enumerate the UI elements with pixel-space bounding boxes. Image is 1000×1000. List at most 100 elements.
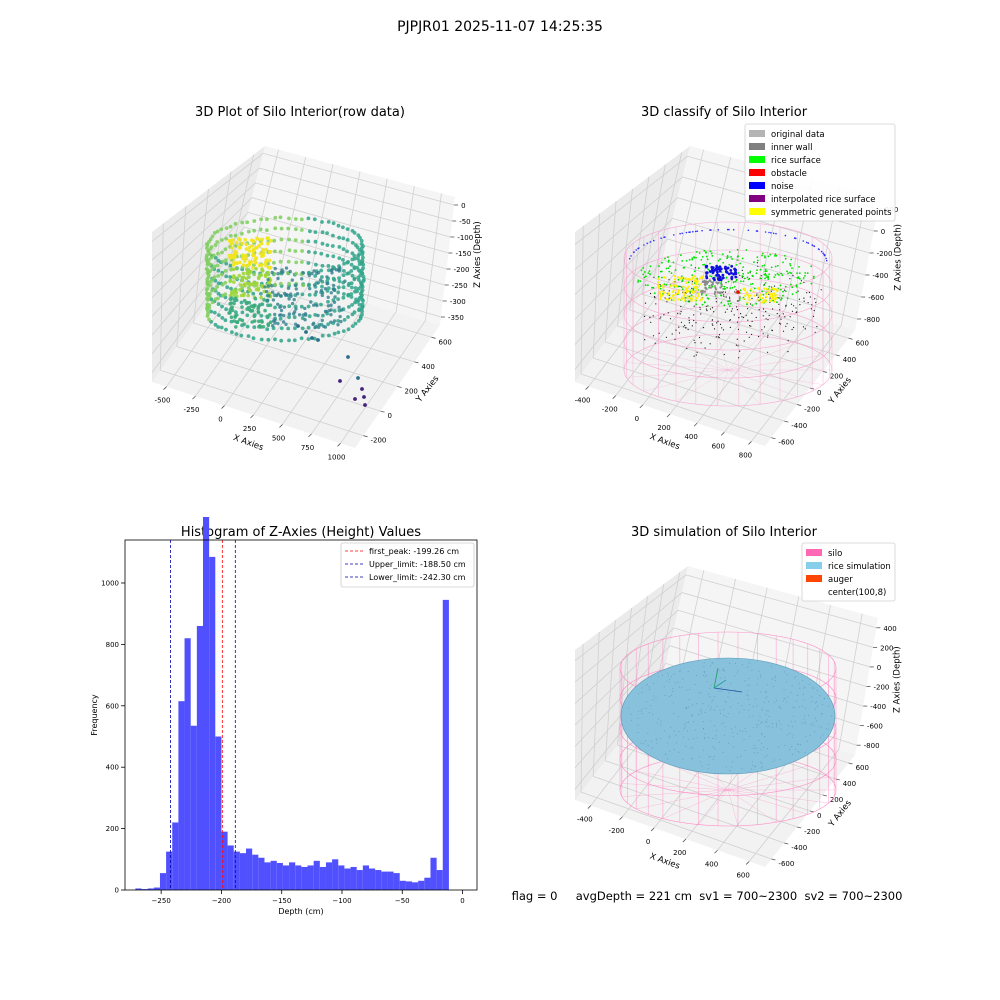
panel4-rice-grid-point — [679, 671, 681, 673]
panel2-wall-point — [709, 286, 713, 289]
panel2-interp-point — [658, 332, 660, 334]
panel2-interp-point — [729, 300, 731, 302]
panel2-rim-point — [653, 239, 655, 242]
panel4-rice-grid-point — [794, 748, 796, 750]
panel2-interp-point — [693, 314, 695, 316]
panel1-interior-point — [338, 266, 342, 270]
panel2-noise-point — [734, 272, 738, 276]
panel2-interp-point — [688, 319, 690, 322]
panel4-rice-grid-point — [735, 726, 737, 728]
panel2-interp-point — [705, 305, 707, 307]
panel1-outlier-point — [360, 387, 364, 391]
panel2-surface-point — [761, 290, 764, 293]
panel1-z-axis-title: Z Axies (Depth) — [473, 221, 483, 288]
panel2-interp-point — [717, 336, 719, 338]
panel1-wall-point — [300, 326, 305, 331]
panel2-interp-point — [724, 311, 727, 313]
panel4-rice-grid-point — [737, 733, 739, 735]
panel1-wall-point — [326, 264, 331, 268]
panel2-interp-point — [687, 328, 689, 331]
panel1-y-gridline — [193, 322, 398, 387]
panel4-rice-grid-point — [700, 692, 702, 694]
panel1-wall-point — [292, 315, 297, 320]
panel4-rice-grid-point — [761, 733, 763, 735]
panel2-interp-point — [814, 331, 816, 333]
panel1-surface-point — [266, 270, 270, 275]
panel1-surface-point — [243, 283, 247, 288]
panel2-wall-point — [701, 280, 704, 283]
panel1-interior-point — [312, 283, 317, 287]
panel2-surface-point — [791, 293, 794, 296]
panel1-wall-point — [351, 324, 355, 328]
panel1-wall-point — [293, 304, 298, 309]
panel4-legend-label: silo — [828, 549, 842, 559]
panel4-rice-grid-point — [686, 722, 688, 724]
panel1-z-tick-label: -350 — [448, 314, 464, 322]
panel2-surface-point — [690, 294, 693, 297]
panel1-wall-point — [219, 227, 224, 232]
panel1-interior-point — [264, 289, 269, 294]
panel1-surface-point — [256, 309, 261, 314]
panel2-surface-point — [698, 252, 701, 254]
panel2-z-tick-label: 0 — [881, 228, 885, 236]
panel2-symmetric-point — [743, 294, 747, 297]
panel2-interp-point — [664, 297, 666, 299]
panel2-symmetric-point — [750, 288, 753, 291]
panel2-symmetric-point — [685, 288, 688, 291]
panel1-interior-point — [300, 277, 304, 281]
panel2-symmetric-point — [765, 287, 769, 290]
panel2-legend-label: obstacle — [771, 169, 807, 179]
panel4-rice-grid-point — [707, 768, 709, 770]
panel1-wall-point — [294, 227, 298, 232]
panel4-rice-grid-point — [766, 710, 767, 712]
panel4-z-gridline — [574, 627, 867, 726]
panel2-symmetric-point — [756, 298, 759, 302]
panel2-surface-point — [640, 269, 643, 272]
panel2-symmetric-point — [691, 277, 694, 280]
panel2-wall-point — [720, 283, 723, 287]
panel4-rice-grid-point — [727, 695, 729, 697]
panel2-rim-point — [685, 231, 688, 234]
panel2-symmetric-point — [676, 276, 680, 279]
panel2-surface-point — [681, 279, 684, 281]
panel2-interp-point — [722, 288, 724, 290]
panel2-interp-point — [786, 323, 788, 325]
histogram-bar — [258, 857, 265, 890]
panel4-rice-grid-point — [748, 704, 750, 706]
panel2-x-tick-label: -400 — [575, 397, 591, 405]
panel1-wall-point — [294, 260, 299, 265]
panel2-noise-point — [704, 265, 708, 269]
panel2-x-tick — [585, 386, 589, 390]
panel2-symmetric-point — [757, 287, 760, 290]
panel4-x-tick-label: -200 — [609, 827, 625, 835]
panel4-rice-grid-point — [797, 750, 799, 752]
panel2-interp-point — [803, 297, 805, 299]
panel4-rice-grid-point — [816, 690, 818, 692]
panel2-interp-point — [715, 301, 718, 303]
panel1-interior-point — [266, 284, 271, 288]
panel2-interp-point — [717, 320, 719, 322]
panel4-rice-grid-point — [808, 714, 810, 716]
panel2-surface-point — [791, 267, 793, 269]
panel2-surface-point — [652, 286, 655, 289]
panel2-z-gridline — [574, 217, 866, 320]
panel4-rice-grid-point — [798, 706, 800, 708]
panel1-x-tick-label: -250 — [184, 406, 200, 414]
panel2-surface-point — [695, 303, 698, 306]
panel4-rice-grid-point — [706, 681, 708, 683]
panel1-wall-point — [341, 247, 346, 252]
histogram-bar — [362, 865, 369, 890]
panel4-rice-grid-point — [742, 664, 743, 666]
panel1-wall-point — [206, 261, 211, 266]
panel4-rice-grid-point — [791, 753, 793, 755]
panel1-wall-point — [286, 259, 291, 264]
panel4-rice-grid-point — [698, 756, 700, 758]
panel1-wall-point — [216, 291, 221, 296]
panel1-wall-point — [313, 313, 318, 317]
panel4-rice-grid-point — [757, 719, 759, 721]
panel4-rice-grid-point — [775, 675, 777, 677]
panel4-rice-grid-point — [745, 731, 747, 732]
panel1-outlier-point — [304, 330, 308, 334]
histogram-bar — [344, 868, 351, 890]
panel2-interp-point — [761, 329, 763, 331]
